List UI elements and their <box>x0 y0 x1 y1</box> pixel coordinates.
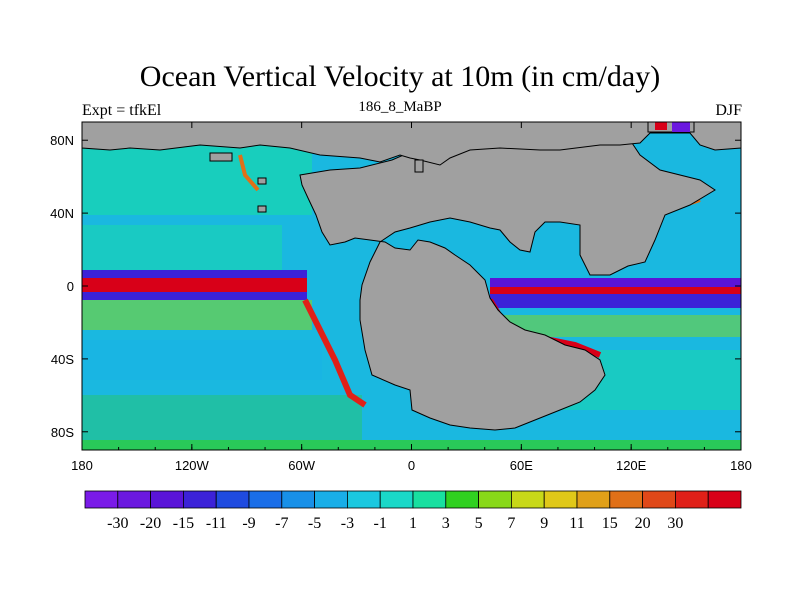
island-5-downwelling <box>672 122 690 132</box>
colorbar-box <box>609 490 643 509</box>
colorbar-box <box>182 490 217 509</box>
colorbar-label: 7 <box>507 515 515 532</box>
colorbar-box <box>248 490 283 509</box>
colorbar-box <box>150 490 184 509</box>
equatorial-upwelling <box>82 278 307 292</box>
colorbar-box <box>576 490 611 509</box>
colorbar-label: -1 <box>374 515 387 532</box>
colorbar-box <box>445 490 479 509</box>
colorbar-label: -11 <box>206 515 227 532</box>
colorbar-box <box>642 490 676 509</box>
coastal-upwelling-north <box>238 154 260 192</box>
colorbar-label: -3 <box>341 515 354 532</box>
colorbar-label: 15 <box>602 515 618 532</box>
x-tick-label: 180 <box>730 458 752 473</box>
colorbar-box <box>84 490 119 509</box>
colorbar-label: -15 <box>173 515 194 532</box>
colorbar-label: -7 <box>275 515 288 532</box>
x-tick-label: 120W <box>175 458 210 473</box>
subtropical-band-north <box>82 225 282 270</box>
y-tick-label: 80S <box>51 425 74 440</box>
colorbar-box <box>379 490 414 509</box>
x-tick-label: 180 <box>71 458 93 473</box>
x-tick-label: 60E <box>510 458 533 473</box>
colorbar-label: -5 <box>308 515 321 532</box>
north-pacific-band <box>82 140 312 215</box>
map-title: Ocean Vertical Velocity at 10m (in cm/da… <box>139 60 661 93</box>
colorbar-box <box>478 490 512 509</box>
colorbar-box <box>215 490 250 509</box>
tethys-downwelling-north <box>490 278 741 287</box>
tethys-downwelling-south <box>490 294 741 308</box>
coastal-upwelling-west <box>302 298 367 408</box>
colorbar-box <box>346 490 381 509</box>
colorbar-label: 9 <box>540 515 548 532</box>
colorbar-label: 3 <box>442 515 450 532</box>
tethys-south-band <box>500 315 741 337</box>
y-tick-label: 40N <box>50 206 74 221</box>
island-5-upwelling <box>655 122 667 130</box>
main-continent <box>299 131 716 431</box>
colorbar-box <box>281 490 315 509</box>
colorbar-label: 20 <box>635 515 651 532</box>
colorbar-label: 5 <box>475 515 483 532</box>
island-3 <box>257 205 267 213</box>
colorbar-box <box>117 490 152 509</box>
equatorial-downwelling-north <box>82 270 307 278</box>
colorbar-label: -20 <box>140 515 161 532</box>
colorbar-label: 1 <box>409 515 417 532</box>
x-tick-label: 60W <box>288 458 315 473</box>
colorbar-box <box>510 490 545 509</box>
y-tick-label: 80N <box>50 133 74 148</box>
south-pacific-band <box>82 340 322 380</box>
colorbar-box <box>314 490 348 509</box>
island-4 <box>414 159 424 173</box>
season-label: DJF <box>715 102 742 119</box>
colorbar-label: 30 <box>667 515 683 532</box>
colorbar-label: 11 <box>569 515 584 532</box>
colorbar-box <box>412 490 447 509</box>
tethys-upwelling <box>490 287 741 294</box>
equatorial-downwelling-south <box>82 292 307 300</box>
y-tick-label: 40S <box>51 352 74 367</box>
experiment-label: Expt = tfkEl <box>82 102 162 119</box>
y-tick-label: 0 <box>67 279 74 294</box>
southern-ocean-band <box>82 395 362 440</box>
island-1 <box>209 152 233 162</box>
northern-landmass <box>81 121 742 166</box>
x-tick-label: 0 <box>408 458 415 473</box>
island-2 <box>257 177 267 185</box>
colorbar-box <box>675 490 709 509</box>
colorbar-box <box>543 490 578 509</box>
colorbar-label: -9 <box>242 515 255 532</box>
x-tick-label: 120E <box>616 458 647 473</box>
subtropical-band-south <box>82 300 312 330</box>
colorbar-label: -30 <box>107 515 128 532</box>
period-label: 186_8_MaBP <box>358 99 442 115</box>
colorbar-box <box>707 490 742 509</box>
